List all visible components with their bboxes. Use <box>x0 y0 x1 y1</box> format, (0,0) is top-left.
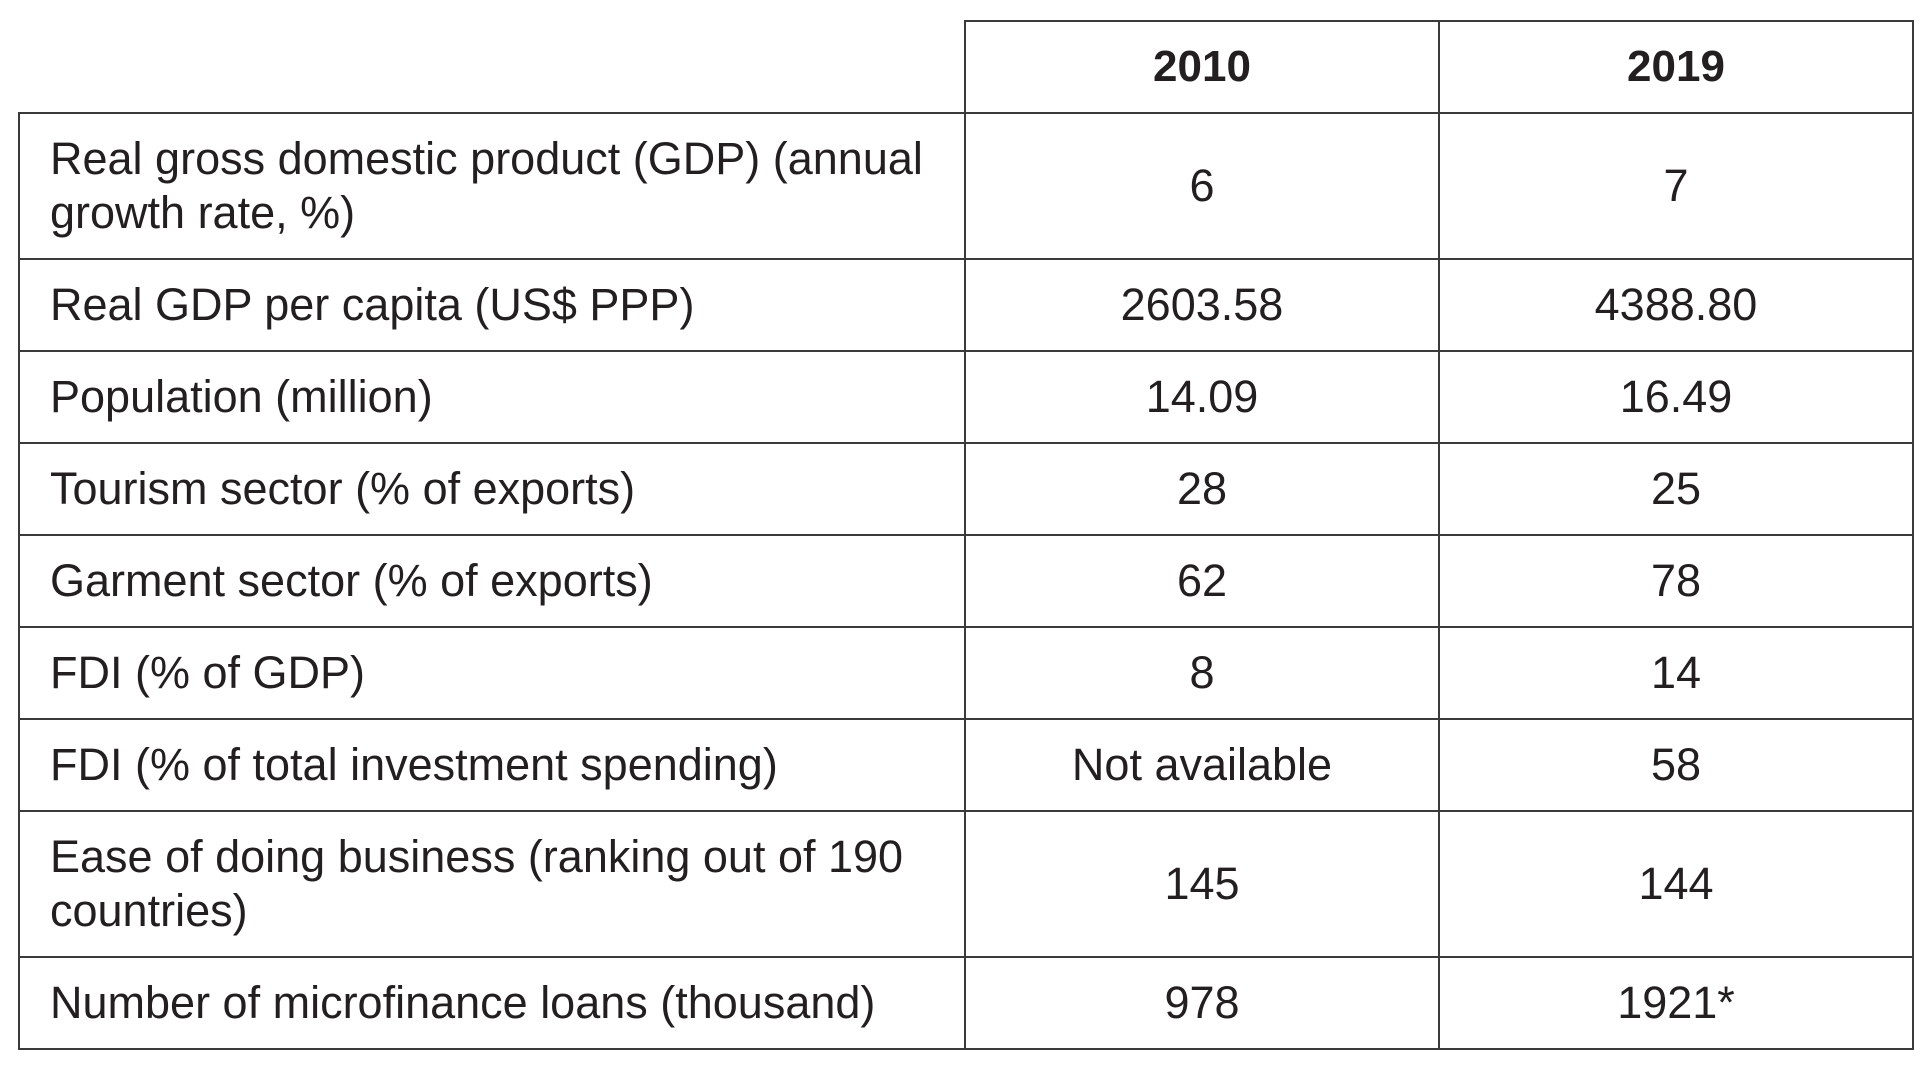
row-label: Number of microfinance loans (thousand) <box>18 956 966 1050</box>
value-2010: 2603.58 <box>964 258 1440 352</box>
row-label: Tourism sector (% of exports) <box>18 442 966 536</box>
header-2010: 2010 <box>964 20 1440 114</box>
value-2010: 28 <box>964 442 1440 536</box>
value-2010: 978 <box>964 956 1440 1050</box>
table-row: Real GDP per capita (US$ PPP) 2603.58 43… <box>18 258 1914 352</box>
row-label: Population (million) <box>18 350 966 444</box>
table-body: Real gross domestic product (GDP) (annua… <box>18 112 1914 1050</box>
table-header-row: 2010 2019 <box>19 20 1914 114</box>
table-row: Real gross domestic product (GDP) (annua… <box>18 112 1914 260</box>
value-2019: 144 <box>1438 810 1914 958</box>
value-2010: 8 <box>964 626 1440 720</box>
value-2019: 4388.80 <box>1438 258 1914 352</box>
value-2010: 145 <box>964 810 1440 958</box>
value-2019: 1921* <box>1438 956 1914 1050</box>
row-label: Garment sector (% of exports) <box>18 534 966 628</box>
header-2019: 2019 <box>1438 20 1914 114</box>
table-row: FDI (% of GDP) 8 14 <box>18 626 1914 720</box>
value-2019: 7 <box>1438 112 1914 260</box>
row-label: FDI (% of total investment spending) <box>18 718 966 812</box>
economic-indicators-table: 2010 2019 Real gross domestic product (G… <box>18 20 1914 1050</box>
table-row: Garment sector (% of exports) 62 78 <box>18 534 1914 628</box>
row-label: Ease of doing business (ranking out of 1… <box>18 810 966 958</box>
row-label: FDI (% of GDP) <box>18 626 966 720</box>
table-row: Ease of doing business (ranking out of 1… <box>18 810 1914 958</box>
value-2010: Not available <box>964 718 1440 812</box>
table-row: Population (million) 14.09 16.49 <box>18 350 1914 444</box>
value-2019: 14 <box>1438 626 1914 720</box>
table-row: FDI (% of total investment spending) Not… <box>18 718 1914 812</box>
value-2019: 58 <box>1438 718 1914 812</box>
header-empty-cell <box>19 21 966 114</box>
table-row: Tourism sector (% of exports) 28 25 <box>18 442 1914 536</box>
row-label: Real gross domestic product (GDP) (annua… <box>18 112 966 260</box>
table-row: Number of microfinance loans (thousand) … <box>18 956 1914 1050</box>
value-2019: 16.49 <box>1438 350 1914 444</box>
value-2010: 62 <box>964 534 1440 628</box>
value-2010: 14.09 <box>964 350 1440 444</box>
value-2019: 78 <box>1438 534 1914 628</box>
value-2019: 25 <box>1438 442 1914 536</box>
value-2010: 6 <box>964 112 1440 260</box>
row-label: Real GDP per capita (US$ PPP) <box>18 258 966 352</box>
